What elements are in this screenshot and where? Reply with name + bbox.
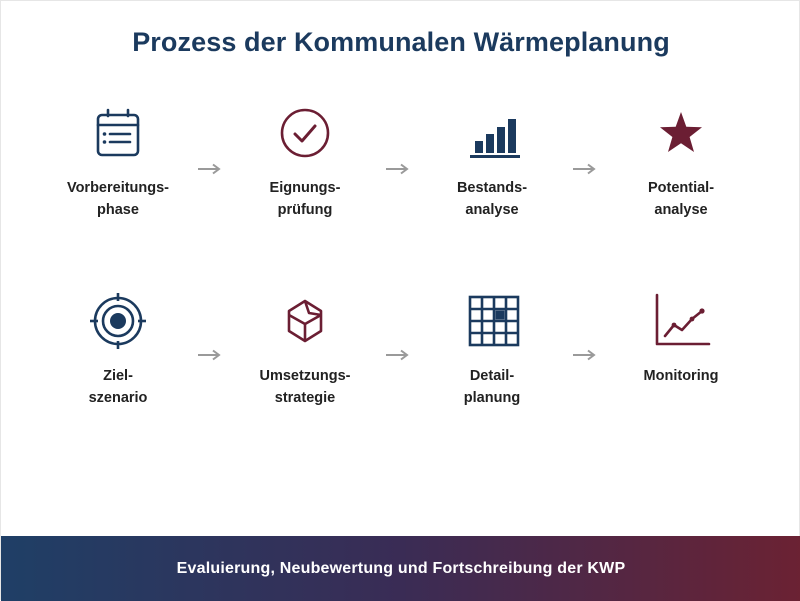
step-eignungspruefung: Eignungs-prüfung — [225, 101, 385, 221]
step-vorbereitungsphase: Vorbereitungs-phase — [38, 101, 198, 221]
line-chart-icon — [655, 293, 711, 346]
arrow-icon — [386, 349, 409, 361]
footer-banner: Evaluierung, Neubewertung und Fortschrei… — [1, 536, 800, 601]
arrow-icon — [573, 349, 596, 361]
footer-text: Evaluierung, Neubewertung und Fortschrei… — [176, 559, 626, 577]
step-detailplanung: Detail-planung — [412, 289, 572, 409]
target-icon — [90, 293, 146, 349]
step-monitoring: Monitoring — [601, 289, 761, 387]
arrow-icon — [198, 349, 221, 361]
grid-icon — [468, 295, 520, 347]
step-label: Umsetzungs-strategie — [259, 368, 351, 406]
step-label: Detail-planung — [463, 368, 521, 406]
star-icon — [660, 112, 702, 152]
arrow-icon — [573, 163, 596, 175]
arrow-icon — [198, 163, 221, 175]
check-circle-icon — [280, 108, 330, 158]
arrow-icon — [386, 163, 409, 175]
step-label: Bestands-analyse — [456, 180, 528, 218]
step-label: Ziel-szenario — [88, 368, 148, 406]
bar-chart-icon — [470, 119, 520, 158]
step-label: Potential-analyse — [647, 180, 715, 218]
step-label: Eignungs-prüfung — [269, 180, 341, 218]
calendar-list-icon — [96, 108, 140, 157]
step-zielszenario: Ziel-szenario — [38, 289, 198, 409]
step-umsetzungsstrategie: Umsetzungs-strategie — [225, 289, 385, 409]
page-title: Prozess der Kommunalen Wärmeplanung — [132, 27, 670, 57]
step-bestandsanalyse: Bestands-analyse — [412, 101, 572, 221]
cube-icon — [287, 299, 323, 343]
step-potentialanalyse: Potential-analyse — [601, 101, 761, 221]
step-label: Vorbereitungs-phase — [66, 180, 170, 218]
step-label: Monitoring — [643, 368, 719, 384]
